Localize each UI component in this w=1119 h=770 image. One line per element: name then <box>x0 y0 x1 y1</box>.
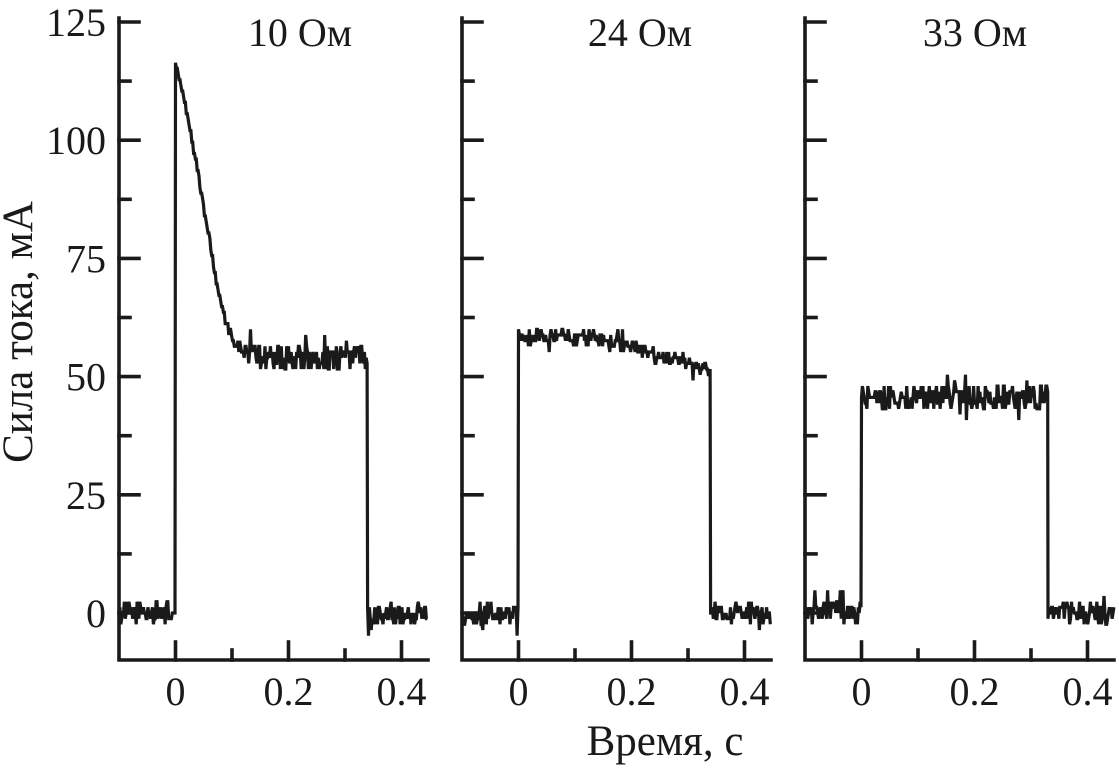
x-tick-label: 0 <box>166 669 186 714</box>
y-axis-title: Сила тока, мА <box>0 201 42 463</box>
y-tick-label: 25 <box>66 473 106 518</box>
x-axis-title: Время, с <box>587 718 744 765</box>
x-tick-label: 0.4 <box>720 669 770 714</box>
axis-frame <box>460 16 773 662</box>
y-tick-label: 50 <box>66 355 106 400</box>
panel-33-ohm: 0 0.2 0.4 <box>803 16 1116 714</box>
y-tick-label: 0 <box>86 591 106 636</box>
x-tick-label: 0.4 <box>1063 669 1113 714</box>
panel-10-ohm: 0 25 50 75 100 125 0 0.2 0.4 <box>46 0 430 714</box>
axis-frame <box>117 16 430 662</box>
panel-24-ohm: 0 0.2 0.4 <box>460 16 773 714</box>
x-tick-label: 0.2 <box>607 669 657 714</box>
panel-title-33-ohm: 33 Ом <box>923 10 1027 55</box>
y-tick-label: 75 <box>66 236 106 281</box>
current-trace <box>803 374 1116 626</box>
current-trace <box>460 327 772 636</box>
y-tick-label: 100 <box>46 118 106 163</box>
x-tick-label: 0.2 <box>264 669 314 714</box>
panels-group: 0 25 50 75 100 125 0 0.2 0.4 0 0.2 0.4 0 0.2 0.4 <box>46 0 1116 714</box>
x-tick-label: 0.2 <box>950 669 1000 714</box>
panel-title-24-ohm: 24 Ом <box>588 10 692 55</box>
panel-title-10-ohm: 10 Ом <box>248 10 352 55</box>
y-tick-label: 125 <box>46 0 106 45</box>
x-tick-label: 0 <box>509 669 529 714</box>
current-trace <box>117 62 428 636</box>
x-tick-label: 0 <box>852 669 872 714</box>
axis-frame <box>803 16 1116 662</box>
x-tick-label: 0.4 <box>377 669 427 714</box>
